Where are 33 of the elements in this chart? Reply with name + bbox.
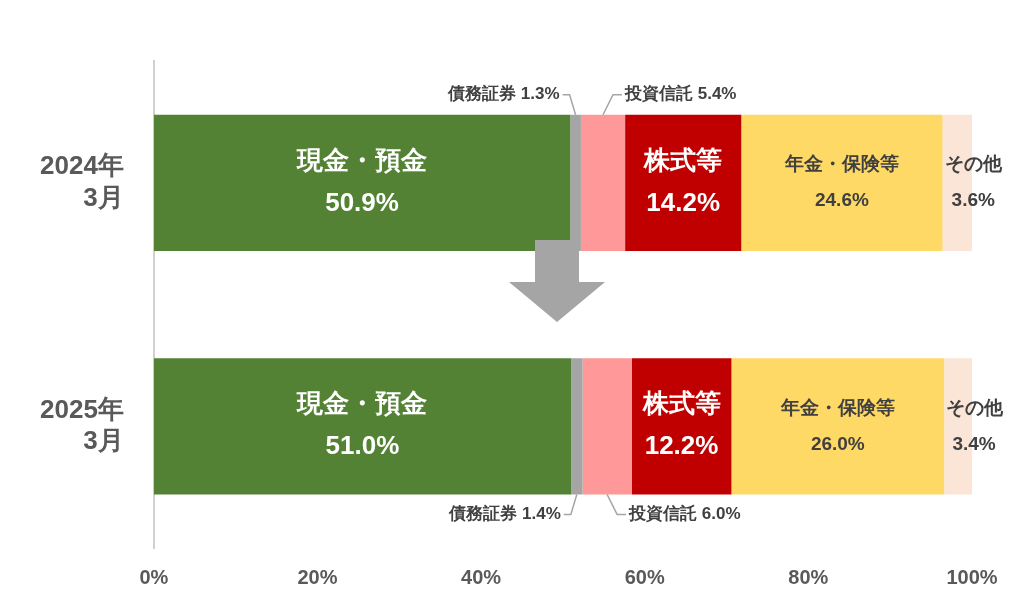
text: 債務証券 1.4%: [449, 504, 561, 524]
data-label: 24.6%: [814, 189, 869, 211]
bar: [741, 114, 943, 252]
series-label: 年金・保険等: [783, 153, 899, 175]
text: 投資信託 6.0%: [629, 504, 741, 524]
text: 現金・預金: [297, 388, 428, 419]
x-tick-label: 0%: [139, 565, 169, 588]
bar: [582, 358, 632, 495]
data-label: 51.0%: [325, 430, 400, 461]
x-tick-label: 20%: [297, 565, 338, 588]
series-label: その他: [944, 153, 1003, 175]
bar: [153, 358, 572, 495]
x-tick-label: 80%: [788, 565, 829, 588]
data-label: 3.4%: [952, 432, 996, 454]
y-tick-label: 2024年 3月: [40, 150, 124, 212]
x-tick-label: 60%: [624, 565, 665, 588]
series-label: 現金・預金: [296, 145, 428, 176]
data-label: 12.2%: [644, 430, 719, 461]
bar: [731, 358, 945, 495]
text: 投資信託 5.4%: [625, 84, 737, 104]
data-label: 26.0%: [810, 432, 865, 454]
text: 年金・保険等: [780, 396, 895, 418]
text: その他: [945, 396, 1003, 418]
x-tick-label: 40%: [461, 565, 502, 588]
data-label: 3.6%: [951, 189, 996, 211]
data-label: 50.9%: [325, 187, 399, 218]
bar: [153, 114, 571, 252]
x-tick-label: 100%: [946, 565, 998, 588]
y-tick-label: 2025年 3月: [40, 393, 124, 456]
text: 債務証券 1.3%: [448, 84, 560, 104]
text: 株式等: [644, 145, 723, 176]
data-label: 14.2%: [646, 187, 721, 218]
series-label: 株式等: [641, 388, 721, 419]
